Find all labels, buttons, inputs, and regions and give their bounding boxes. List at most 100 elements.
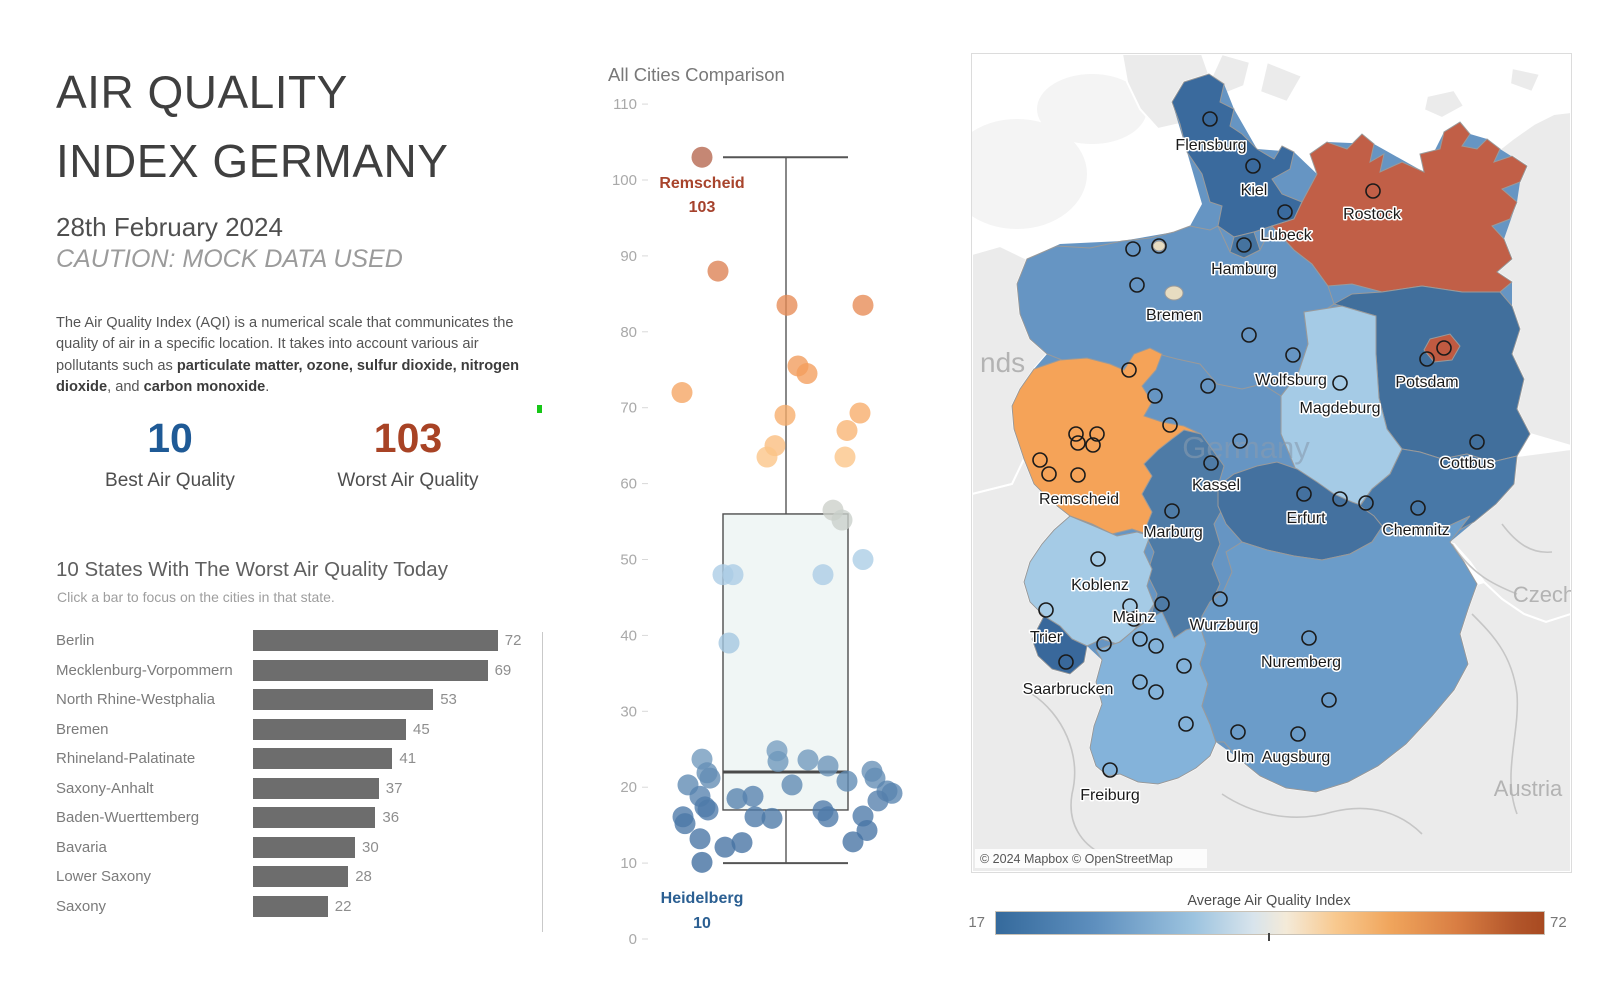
state-bar[interactable] [253,777,379,799]
city-marker[interactable] [1032,452,1048,468]
city-dot[interactable] [812,800,834,822]
city-dot[interactable] [852,549,874,570]
city-marker[interactable] [1041,466,1057,482]
city-marker-nuremberg[interactable] [1301,630,1317,646]
city-marker-wurzburg[interactable] [1212,591,1228,607]
city-dot[interactable] [718,632,740,654]
city-dot[interactable] [852,294,874,316]
city-dot[interactable] [744,806,766,828]
city-marker-rostock[interactable] [1365,183,1381,199]
city-marker[interactable] [1068,426,1084,442]
city-marker[interactable] [1148,638,1164,654]
city-marker[interactable] [1070,435,1086,451]
state-bar[interactable] [253,895,328,917]
city-dot[interactable] [781,774,803,796]
city-marker-trier[interactable] [1038,602,1054,618]
city-marker[interactable] [1121,362,1137,378]
city-marker-chemnitz[interactable] [1410,500,1426,516]
city-dot[interactable] [812,564,834,586]
city-marker[interactable] [1358,495,1374,511]
city-dot[interactable] [707,260,729,282]
city-marker[interactable] [1148,684,1164,700]
city-dot[interactable] [849,402,871,424]
city-dot[interactable] [836,419,858,441]
city-dot[interactable] [842,831,864,853]
city-marker[interactable] [1151,238,1167,254]
city-marker-marburg[interactable] [1164,503,1180,519]
city-marker[interactable] [1085,437,1101,453]
city-marker[interactable] [1089,426,1105,442]
city-marker[interactable] [1147,388,1163,404]
city-marker-cottbus[interactable] [1469,434,1485,450]
city-dot[interactable] [691,851,713,873]
city-marker-freiburg[interactable] [1102,762,1118,778]
city-marker[interactable] [1096,636,1112,652]
city-dot[interactable] [689,828,711,850]
city-dot[interactable] [856,819,878,841]
city-marker-kiel[interactable] [1245,158,1261,174]
city-marker[interactable] [1178,716,1194,732]
city-dot[interactable] [831,509,853,531]
state-bremen[interactable] [1164,285,1184,301]
state-bar[interactable] [253,718,406,740]
city-marker[interactable] [1132,631,1148,647]
city-dot[interactable] [867,790,889,812]
map-legend-gradient[interactable] [995,911,1545,935]
city-marker-augsburg[interactable] [1290,726,1306,742]
state-bavaria[interactable] [1199,515,1478,793]
state-bar[interactable] [253,866,349,888]
city-marker[interactable] [1232,433,1248,449]
state-bar[interactable] [253,630,498,652]
state-bar[interactable] [253,748,393,770]
city-dot[interactable] [776,294,798,316]
city-dot[interactable] [697,799,719,821]
city-marker-hamburg[interactable] [1236,237,1252,253]
city-marker-saarbrucken[interactable] [1058,654,1074,670]
city-marker[interactable] [1176,658,1192,674]
map-canvas[interactable]: nds Germany Czech Austria Flensburg Kiel Rosto… [947,52,1575,873]
city-dot[interactable] [674,813,696,835]
city-dot[interactable] [699,767,721,789]
state-bar[interactable] [253,807,376,829]
city-marker-flensburg[interactable] [1202,111,1218,127]
city-dot[interactable] [756,446,778,468]
city-marker[interactable] [1241,327,1257,343]
city-marker-magdeburg[interactable] [1332,375,1348,391]
city-dot[interactable] [774,404,796,426]
city-dot[interactable] [761,807,783,829]
city-dot[interactable] [817,755,839,777]
city-dot[interactable] [767,750,789,772]
state-bar[interactable] [253,659,488,681]
city-marker-koblenz[interactable] [1090,551,1106,567]
city-dot[interactable] [742,785,764,807]
city-marker[interactable] [1162,417,1178,433]
city-marker[interactable] [1154,596,1170,612]
city-marker[interactable] [1132,674,1148,690]
city-marker[interactable] [1321,692,1337,708]
state-hamburg[interactable] [1229,231,1261,259]
city-marker-wolfsburg[interactable] [1285,347,1301,363]
city-dot[interactable] [797,749,819,771]
state-bar[interactable] [253,836,355,858]
city-dot[interactable] [834,446,856,468]
city-dot[interactable] [722,564,744,586]
city-marker[interactable] [1070,467,1086,483]
city-dot[interactable] [836,770,858,792]
city-marker-potsdam[interactable] [1419,351,1435,367]
city-dot[interactable] [671,382,693,404]
city-dot[interactable] [796,363,818,385]
state-bar[interactable] [253,689,434,711]
city-marker-kassel[interactable] [1203,455,1219,471]
city-dot[interactable] [731,832,753,854]
city-marker[interactable] [1125,241,1141,257]
city-marker-bremen[interactable] [1129,277,1145,293]
city-marker-erfurt[interactable] [1296,486,1312,502]
germany-choropleth-map[interactable]: nds Germany Czech Austria Flensburg Kiel Rosto… [947,52,1575,873]
city-dot[interactable] [714,836,736,858]
state-bremen-exclave[interactable] [1152,240,1166,252]
city-marker[interactable] [1200,378,1216,394]
city-marker-lubeck[interactable] [1277,204,1293,220]
city-marker-mainz[interactable] [1122,598,1138,614]
city-marker[interactable] [1436,340,1452,356]
city-dot[interactable] [726,788,748,810]
